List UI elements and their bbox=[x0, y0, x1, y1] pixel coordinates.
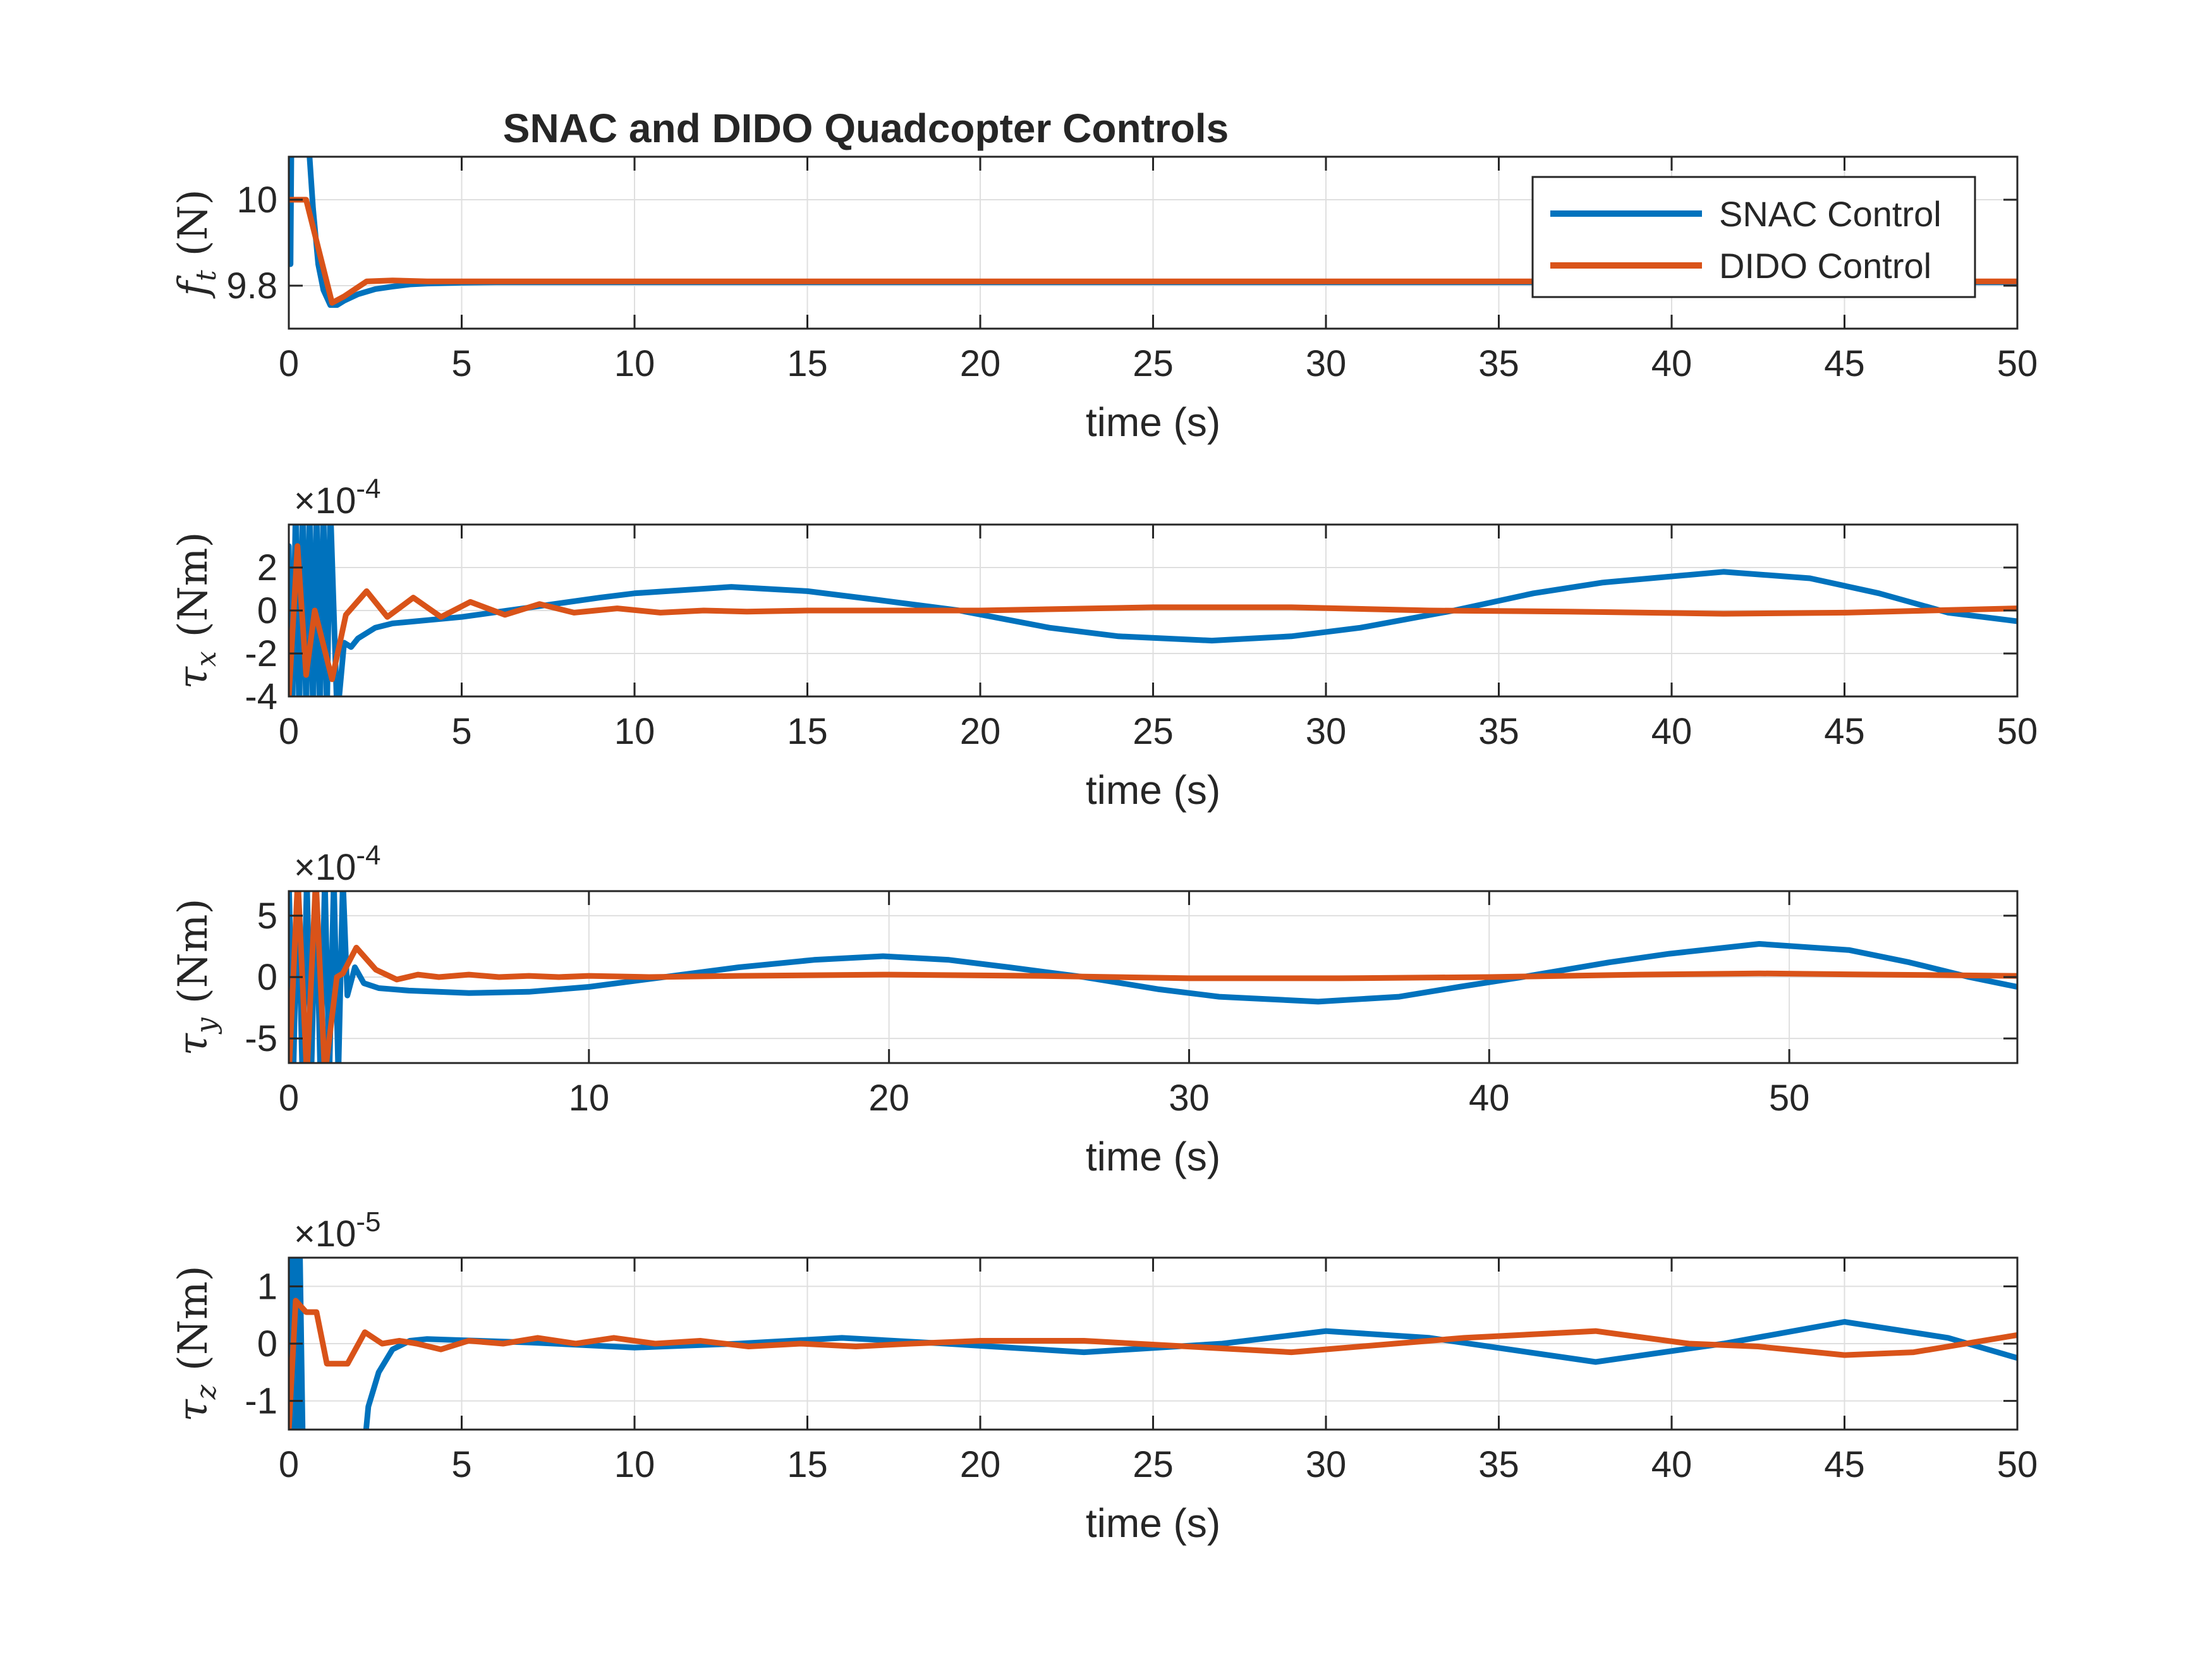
legend-label: SNAC Control bbox=[1719, 194, 1942, 234]
y-axis-subscript: y bbox=[190, 1017, 222, 1035]
x-tick-label: 15 bbox=[787, 343, 828, 384]
y-tick-label: 0 bbox=[257, 590, 277, 631]
y-axis-subscript: x bbox=[190, 651, 222, 667]
y-axis-label: τz (Nm) bbox=[170, 1265, 222, 1421]
y-axis-subscript: t bbox=[190, 270, 222, 281]
x-tick-label: 15 bbox=[787, 1444, 828, 1485]
x-tick-label: 25 bbox=[1133, 711, 1174, 752]
x-tick-label: 45 bbox=[1824, 711, 1865, 752]
x-tick-label: 40 bbox=[1651, 343, 1692, 384]
y-tick-label: 0 bbox=[257, 957, 277, 998]
x-tick-label: 20 bbox=[960, 343, 1001, 384]
x-tick-label: 10 bbox=[614, 1444, 655, 1485]
x-tick-label: 50 bbox=[1769, 1078, 1810, 1119]
x-tick-label: 40 bbox=[1651, 711, 1692, 752]
y-axis-subscript: z bbox=[190, 1384, 222, 1400]
y-tick-label: -1 bbox=[245, 1381, 277, 1422]
series-line-dido bbox=[289, 891, 2017, 1063]
x-tick-label: 5 bbox=[451, 1444, 471, 1485]
y-axis-unit: (Nm) bbox=[170, 899, 217, 1004]
y-tick-label: -4 bbox=[245, 676, 277, 717]
x-tick-label: 30 bbox=[1306, 343, 1347, 384]
x-axis-label: time (s) bbox=[1086, 399, 1220, 445]
series-line-snac bbox=[289, 891, 2017, 1063]
series-line-dido bbox=[289, 543, 2017, 696]
x-tick-label: 35 bbox=[1478, 1444, 1519, 1485]
exponent-power: -5 bbox=[356, 1206, 380, 1237]
x-tick-label: 50 bbox=[1997, 343, 2038, 384]
y-axis-unit: (Nm) bbox=[170, 1265, 217, 1371]
x-tick-label: 25 bbox=[1133, 1444, 1174, 1485]
x-tick-label: 5 bbox=[451, 711, 471, 752]
y-tick-label: 1 bbox=[257, 1266, 277, 1307]
y-axis-symbol: τ bbox=[170, 1399, 217, 1422]
x-tick-label: 5 bbox=[451, 343, 471, 384]
exponent-times: ×10 bbox=[294, 847, 356, 888]
exponent-power: -4 bbox=[356, 840, 380, 871]
x-tick-label: 10 bbox=[614, 711, 655, 752]
x-tick-label: 10 bbox=[614, 343, 655, 384]
exponent-times: ×10 bbox=[294, 480, 356, 521]
y-exponent-label: ×10-5 bbox=[294, 1206, 381, 1255]
x-tick-label: 30 bbox=[1169, 1078, 1210, 1119]
y-tick-label: 2 bbox=[257, 547, 277, 588]
x-tick-label: 50 bbox=[1997, 711, 2038, 752]
x-tick-label: 15 bbox=[787, 711, 828, 752]
x-tick-label: 20 bbox=[960, 1444, 1001, 1485]
x-tick-label: 0 bbox=[279, 1078, 299, 1119]
x-axis-label: time (s) bbox=[1086, 767, 1220, 813]
legend-box bbox=[1531, 176, 1976, 298]
x-tick-label: 20 bbox=[960, 711, 1001, 752]
series-line-dido bbox=[289, 1297, 2017, 1430]
y-axis-unit: (N) bbox=[170, 189, 217, 256]
x-axis-label: time (s) bbox=[1086, 1134, 1220, 1179]
y-tick-label: 10 bbox=[236, 179, 277, 221]
legend: SNAC Control DIDO Control bbox=[1531, 176, 1976, 298]
x-tick-label: 40 bbox=[1651, 1444, 1692, 1485]
x-axis-label: time (s) bbox=[1086, 1500, 1220, 1546]
y-exponent-label: ×10-4 bbox=[294, 840, 381, 888]
y-tick-label: -5 bbox=[245, 1018, 277, 1059]
x-tick-label: 50 bbox=[1997, 1444, 2038, 1485]
exponent-power: -4 bbox=[356, 473, 380, 504]
x-tick-label: 10 bbox=[569, 1078, 610, 1119]
x-tick-label: 45 bbox=[1824, 1444, 1865, 1485]
exponent-times: ×10 bbox=[294, 1213, 356, 1255]
y-axis-label: ft(N) bbox=[170, 189, 222, 298]
x-tick-label: 25 bbox=[1133, 343, 1174, 384]
y-axis-symbol: τ bbox=[170, 1032, 217, 1055]
x-tick-label: 20 bbox=[868, 1078, 909, 1119]
y-axis-label: τy (Nm) bbox=[170, 899, 222, 1056]
x-tick-label: 0 bbox=[279, 711, 299, 752]
y-axis-unit: (Nm) bbox=[170, 532, 217, 638]
y-tick-label: -2 bbox=[245, 633, 277, 674]
x-tick-label: 0 bbox=[279, 343, 299, 384]
y-exponent-label: ×10-4 bbox=[294, 473, 381, 521]
series-line-dido bbox=[289, 197, 2017, 306]
x-tick-label: 35 bbox=[1478, 343, 1519, 384]
figure-title: SNAC and DIDO Quadcopter Controls bbox=[503, 106, 1229, 151]
x-tick-label: 35 bbox=[1478, 711, 1519, 752]
y-tick-label: 0 bbox=[257, 1323, 277, 1364]
x-tick-label: 45 bbox=[1824, 343, 1865, 384]
y-axis-symbol: τ bbox=[170, 665, 217, 689]
y-axis-label: τx (Nm) bbox=[170, 532, 222, 690]
y-tick-label: 5 bbox=[257, 896, 277, 937]
x-tick-label: 30 bbox=[1306, 711, 1347, 752]
x-tick-label: 30 bbox=[1306, 1444, 1347, 1485]
y-tick-label: 9.8 bbox=[226, 265, 277, 307]
x-tick-label: 0 bbox=[279, 1444, 299, 1485]
legend-label: DIDO Control bbox=[1719, 246, 1931, 286]
x-tick-label: 40 bbox=[1469, 1078, 1510, 1119]
